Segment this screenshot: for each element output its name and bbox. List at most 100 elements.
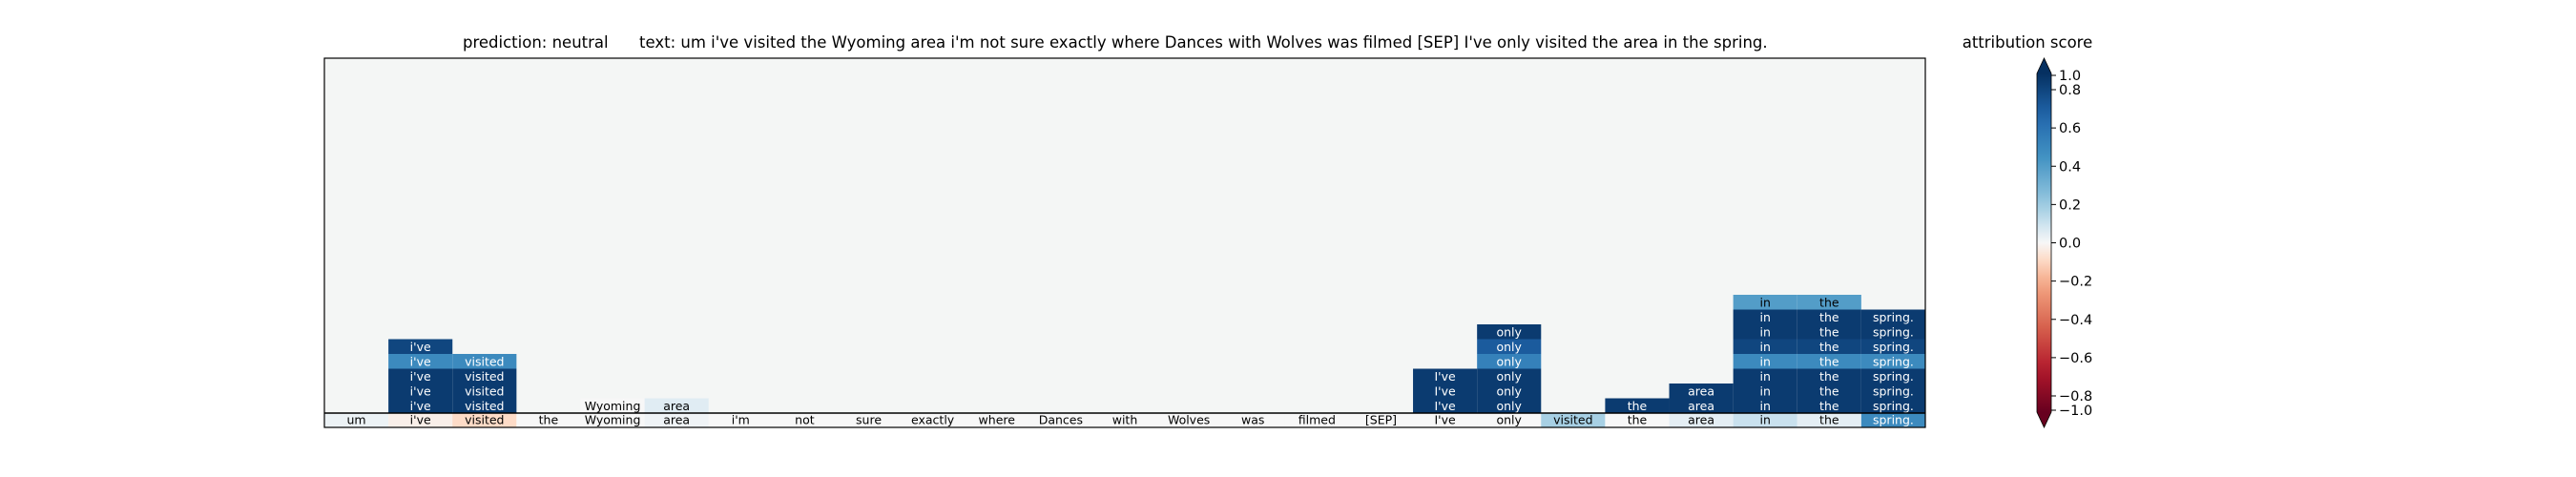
cell-label: only (1496, 324, 1522, 339)
prediction-title: prediction: neutral (463, 33, 609, 52)
cell-label: the (1819, 354, 1839, 368)
cell-label: in (1759, 340, 1770, 354)
attribution-cell (1477, 398, 1542, 413)
cell-label: only (1496, 369, 1522, 384)
cell-label: i've (410, 340, 431, 354)
attribution-cell (1797, 295, 1861, 310)
colorbar: 1.00.8 0.6 0.4 0.2 0.0 −0.2 −0.4 −0.6 −0.8−1.0 (2036, 57, 2092, 428)
attribution-cell (1860, 398, 1925, 413)
cell-label: spring. (1873, 340, 1914, 354)
cell-label: the (1819, 399, 1839, 413)
token-cell (452, 413, 517, 427)
token-cell (388, 413, 453, 427)
token-label: exactly (911, 413, 955, 427)
cell-label: the (1819, 369, 1839, 384)
colorbar-tick-label: −0.6 (2059, 351, 2092, 366)
token-cell (1220, 413, 1285, 427)
attribution-cell (388, 354, 453, 369)
cell-label: in (1759, 295, 1770, 309)
attribution-cell (1477, 368, 1542, 384)
colorbar-tick-label: −0.8 (2059, 389, 2092, 404)
cell-label: in (1759, 324, 1770, 339)
token-label: visited (1553, 413, 1592, 427)
colorbar-tick-label: 0.8 (2059, 83, 2081, 98)
cell-label: spring. (1873, 399, 1914, 413)
cell-label: only (1496, 399, 1522, 413)
plot-background (324, 58, 1925, 427)
colorbar-tick-label: 0.6 (2059, 121, 2081, 136)
token-cell (1477, 413, 1542, 427)
attribution-cell (1797, 384, 1861, 399)
attribution-cell (1797, 339, 1861, 354)
cell-label: in (1759, 310, 1770, 324)
attribution-cell (1669, 398, 1734, 413)
attribution-cell (1733, 339, 1797, 354)
colorbar-gradient (2037, 73, 2051, 412)
token-label: in (1759, 413, 1770, 427)
token-cell (580, 413, 645, 427)
cell-label: only (1496, 340, 1522, 354)
attribution-cell (452, 368, 517, 384)
attribution-cell (1860, 309, 1925, 324)
cell-label: Wyoming (585, 399, 641, 413)
token-cell (1156, 413, 1221, 427)
token-label: Wyoming (585, 413, 641, 427)
attribution-cell (1797, 354, 1861, 369)
token-cell (1860, 413, 1925, 427)
cell-label: spring. (1873, 369, 1914, 384)
token-label: was (1241, 413, 1264, 427)
attribution-cell (1733, 295, 1797, 310)
cell-label: visited (465, 384, 504, 398)
attribution-cell (1669, 384, 1734, 399)
token-cell (901, 413, 966, 427)
colorbar-tick-label: 0.2 (2059, 197, 2081, 213)
cell-label: spring. (1873, 324, 1914, 339)
attribution-cell (1477, 324, 1542, 340)
cell-label: only (1496, 384, 1522, 398)
attribution-cell (1477, 384, 1542, 399)
token-label: the (1819, 413, 1839, 427)
token-label: not (795, 413, 815, 427)
cell-label: area (1688, 384, 1714, 398)
attribution-cell (1733, 324, 1797, 340)
token-label: with (1112, 413, 1138, 427)
token-cell (516, 413, 581, 427)
attribution-cell (1413, 368, 1478, 384)
token-label: i'm (732, 413, 750, 427)
token-label: i've (410, 413, 431, 427)
token-cell (708, 413, 773, 427)
cell-label: visited (465, 399, 504, 413)
cell-label: in (1759, 384, 1770, 398)
attribution-cell (1860, 384, 1925, 399)
token-cell (644, 413, 709, 427)
attribution-cell (1477, 339, 1542, 354)
attribution-cell (1733, 354, 1797, 369)
token-cell (1669, 413, 1734, 427)
attribution-cell (452, 384, 517, 399)
token-cell (1284, 413, 1349, 427)
token-label: visited (465, 413, 504, 427)
colorbar-title: attribution score (1963, 33, 2093, 52)
cell-label: the (1628, 399, 1648, 413)
colorbar-outline (2036, 57, 2052, 428)
token-cell (1348, 413, 1414, 427)
attribution-cell (452, 398, 517, 413)
cell-label: I've (1434, 384, 1456, 398)
colorbar-tick-label: 1.0 (2059, 69, 2081, 84)
cell-label: I've (1434, 369, 1456, 384)
colorbar-min-extend (2037, 412, 2051, 427)
token-label: only (1496, 413, 1522, 427)
attribution-cell (1605, 398, 1670, 413)
cell-label: the (1819, 340, 1839, 354)
token-label: [SEP] (1365, 413, 1397, 427)
attribution-cell (388, 339, 453, 354)
attribution-cell (1733, 368, 1797, 384)
attribution-cell (580, 398, 645, 413)
token-label: um (347, 413, 366, 427)
token-cell (1092, 413, 1157, 427)
cell-label: i've (410, 354, 431, 368)
attribution-cell (1860, 324, 1925, 340)
attribution-cell (1733, 398, 1797, 413)
token-cell (1028, 413, 1093, 427)
cell-label: in (1759, 354, 1770, 368)
